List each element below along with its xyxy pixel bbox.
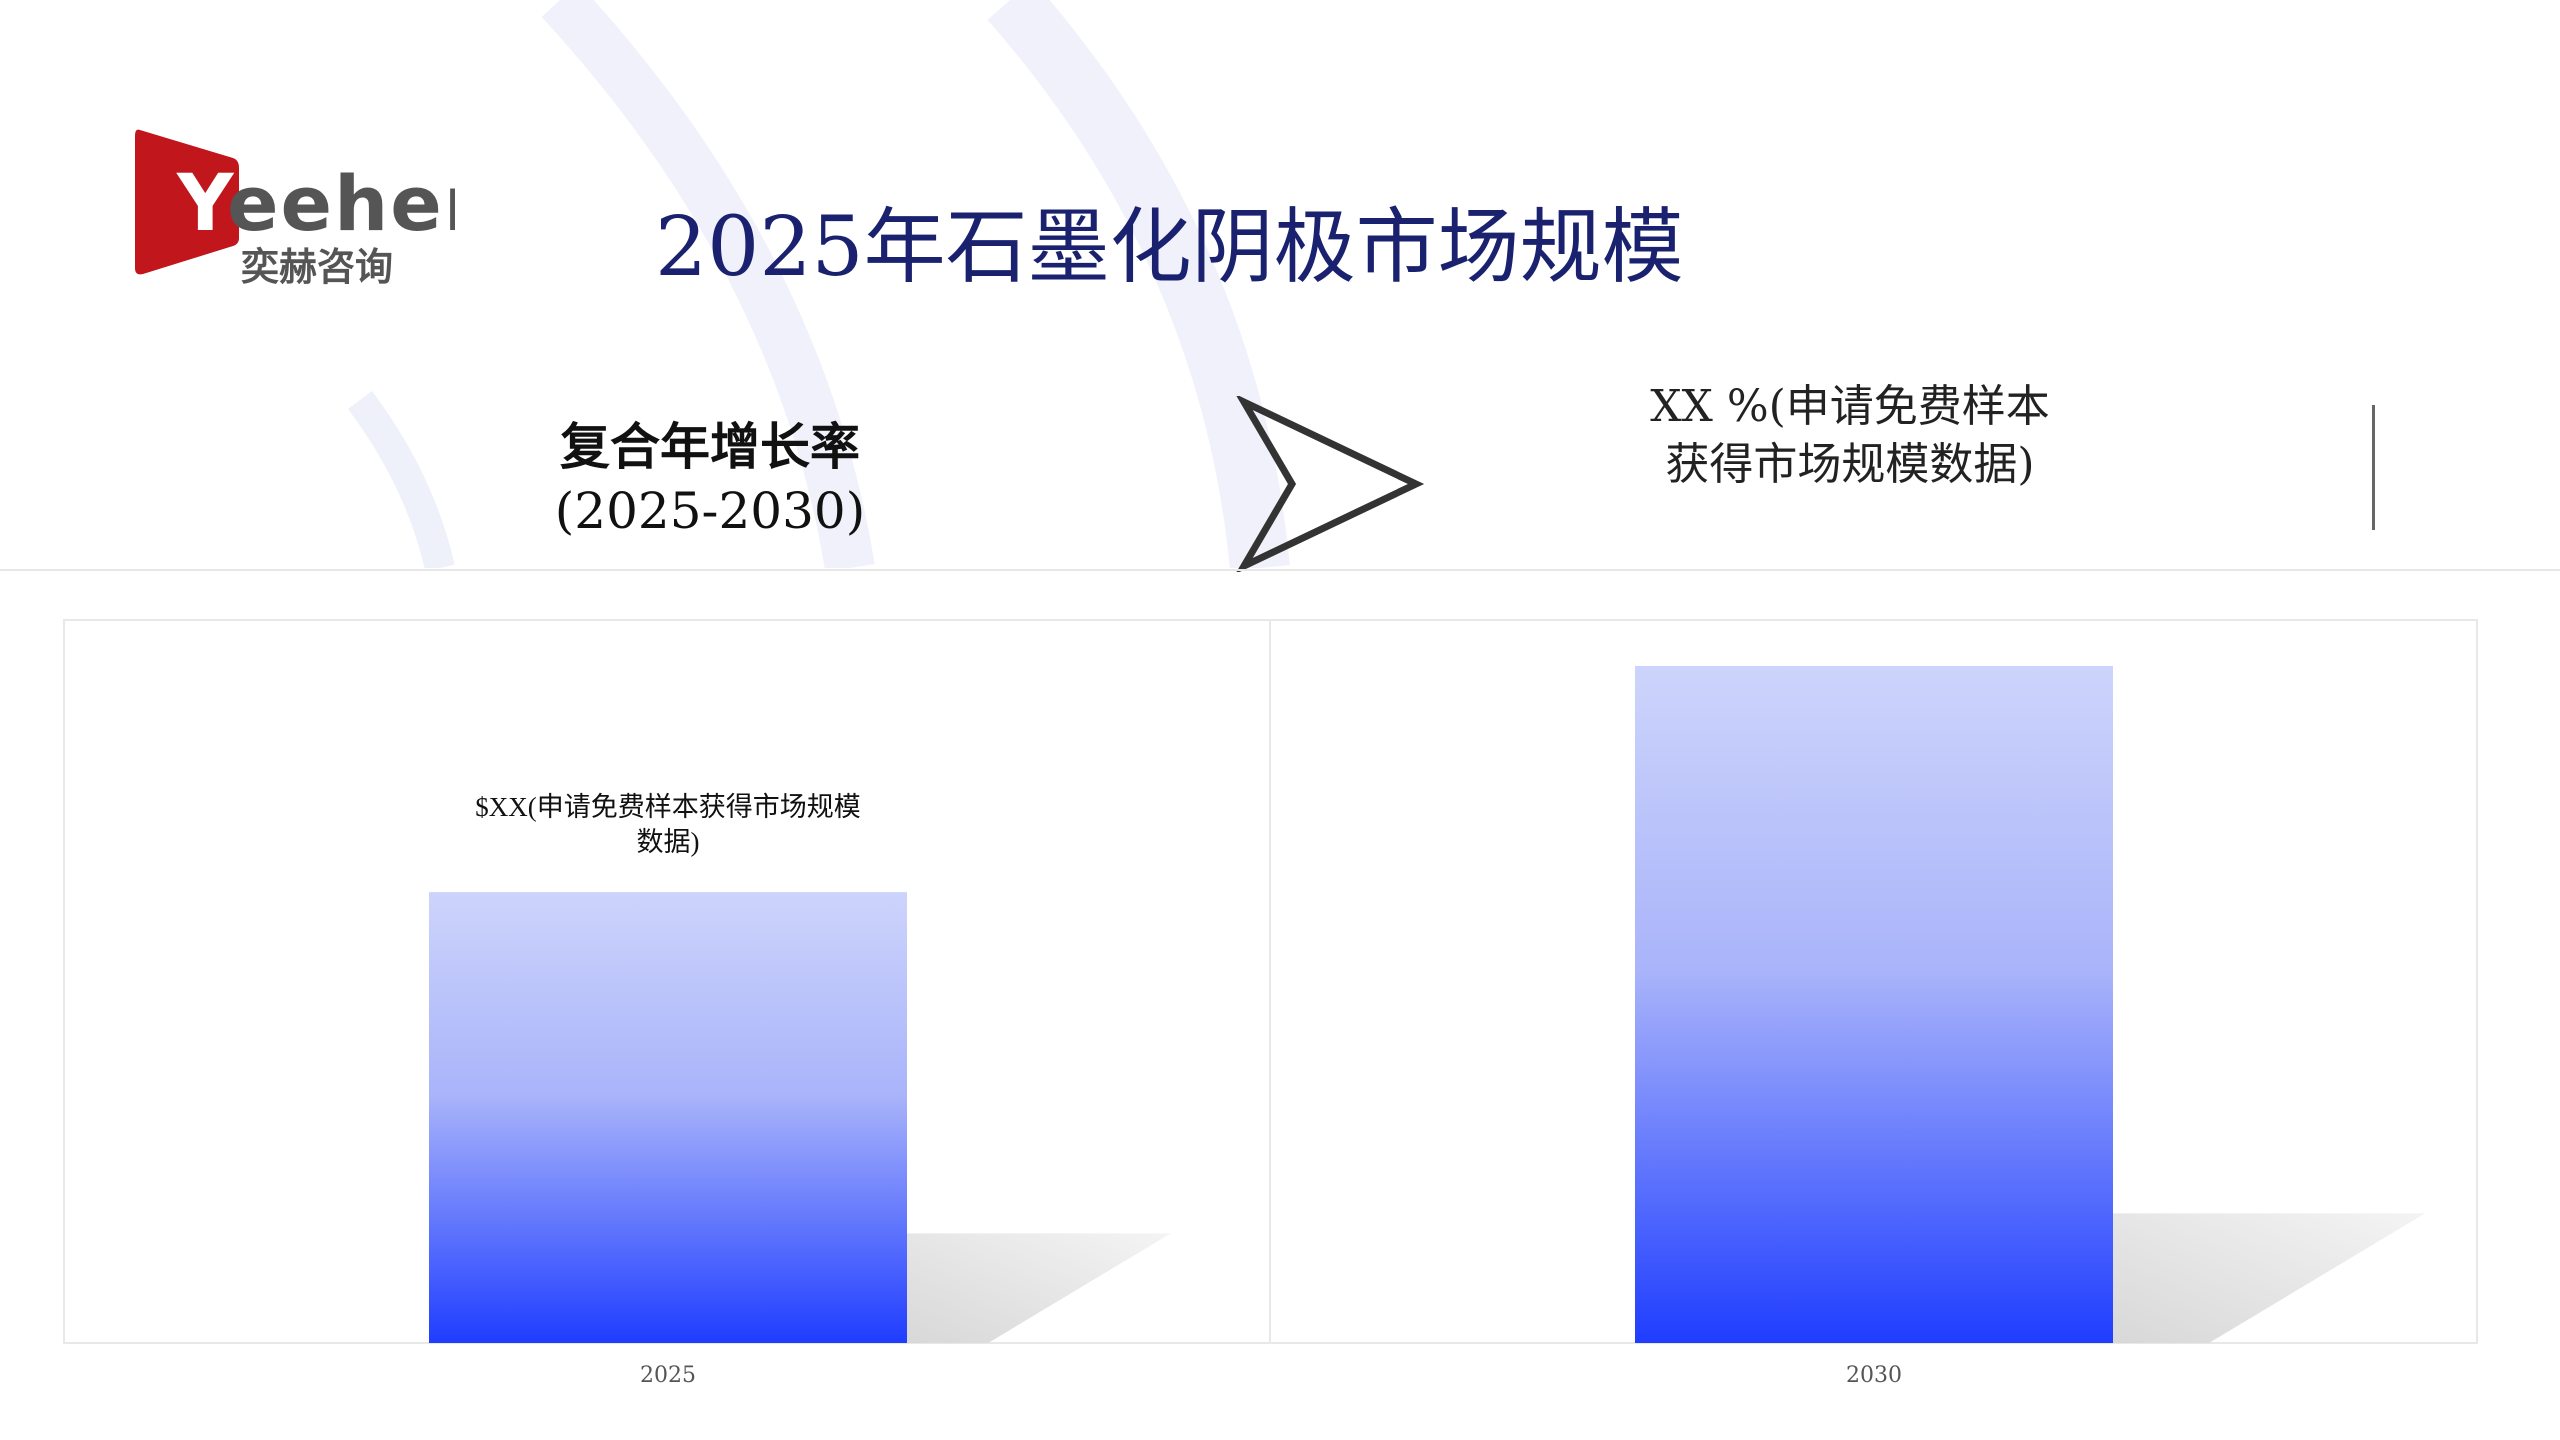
background-arcs xyxy=(347,0,1290,568)
section-divider xyxy=(0,569,2560,571)
svg-text:eeher: eeher xyxy=(227,159,455,248)
bar-shadow xyxy=(2113,1213,2425,1343)
background-arc xyxy=(987,0,1290,568)
cagr-title: 复合年增长率 xyxy=(560,417,860,476)
yeeher-logo: Y eeher 奕赫咨询 xyxy=(135,128,481,298)
bar-chart: 2025 2030 xyxy=(63,619,2478,1388)
chevron-arrow-right-icon xyxy=(1236,396,1425,572)
bar-2025 xyxy=(429,892,907,1343)
x-tick-label: 2025 xyxy=(640,1363,696,1388)
bar-shadow xyxy=(907,1233,1171,1343)
background-arc xyxy=(347,391,455,568)
background-arc xyxy=(541,0,875,568)
svg-text:Y: Y xyxy=(176,159,235,249)
svg-text:奕赫咨询: 奕赫咨询 xyxy=(241,245,393,289)
divider xyxy=(2372,405,2375,530)
bar-2030 xyxy=(1635,666,2113,1343)
page-title: 2025年石墨化阴极市场规模 xyxy=(655,200,1684,295)
x-tick-label: 2030 xyxy=(1846,1363,1902,1388)
cagr-label: 复合年增长率 (2025-2030) xyxy=(460,415,960,543)
cagr-period: (2025-2030) xyxy=(554,482,866,540)
data-label: $XX(申请免费样本获得市场规模数据) xyxy=(475,792,861,857)
cagr-value-line1: XX %(申请免费样本 xyxy=(1650,381,2050,432)
cagr-value: XX %(申请免费样本 获得市场规模数据) xyxy=(1600,378,2100,494)
cagr-value-line2: 获得市场规模数据) xyxy=(1665,439,2035,490)
